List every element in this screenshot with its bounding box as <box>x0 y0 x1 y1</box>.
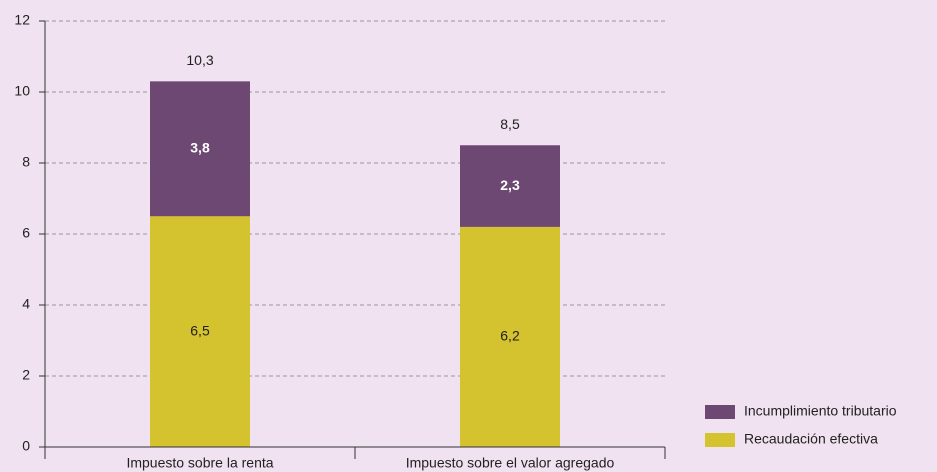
legend-swatch <box>705 433 735 447</box>
x-tick-label: Impuesto sobre la renta <box>126 455 273 471</box>
y-tick-label: 10 <box>14 83 30 99</box>
value-label: 2,3 <box>500 177 520 193</box>
value-label: 6,5 <box>190 322 210 338</box>
y-tick-label: 8 <box>22 154 30 170</box>
total-label: 8,5 <box>500 116 520 132</box>
y-tick-label: 4 <box>22 296 30 312</box>
y-tick-label: 6 <box>22 225 30 241</box>
value-label: 6,2 <box>500 328 520 344</box>
total-label: 10,3 <box>186 52 213 68</box>
bar-segment <box>460 226 560 447</box>
legend-label: Incumplimiento tributario <box>744 403 897 419</box>
y-tick-label: 12 <box>14 12 30 28</box>
legend-label: Recaudación efectiva <box>744 431 878 447</box>
bar-segment <box>460 145 560 227</box>
bar-segment <box>150 81 250 217</box>
y-tick-label: 0 <box>22 438 30 454</box>
legend-swatch <box>705 405 735 419</box>
bar-segment <box>150 216 250 447</box>
x-tick-label: Impuesto sobre el valor agregado <box>406 455 615 471</box>
value-label: 3,8 <box>190 140 210 156</box>
y-tick-label: 2 <box>22 367 30 383</box>
